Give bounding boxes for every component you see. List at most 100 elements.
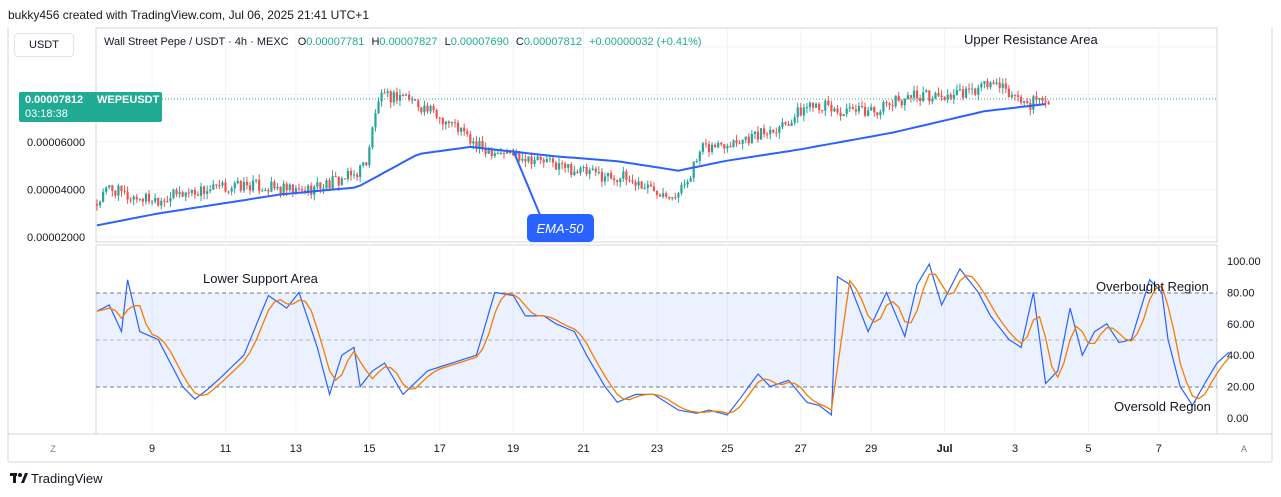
candle-body	[570, 164, 573, 175]
candle-body	[300, 189, 304, 191]
candle-body	[251, 180, 255, 191]
candle-body	[349, 170, 353, 176]
candle-body	[270, 181, 273, 192]
open-value: 0.00007781	[306, 36, 365, 48]
candle-body	[328, 180, 331, 189]
candle-body	[707, 144, 711, 153]
candle-body	[203, 186, 206, 194]
candle-body	[154, 198, 157, 202]
candle-body	[964, 88, 968, 98]
time-tick-label: 17	[434, 443, 446, 455]
candle-body	[138, 198, 141, 200]
last-price-symbol: WEPEUSDT	[97, 94, 160, 106]
candle-body	[839, 112, 842, 117]
candle-body	[714, 144, 717, 148]
osc-tick-label: 0.00	[1227, 413, 1248, 425]
candle-body	[738, 143, 741, 145]
overbought-label: Overbought Region	[1096, 279, 1209, 294]
candle-body	[242, 181, 245, 191]
candle-body	[946, 94, 949, 100]
open-label: O	[297, 36, 307, 48]
candle-body	[212, 184, 215, 190]
candle-body	[337, 176, 340, 186]
candle-body	[371, 127, 374, 148]
candle-body	[897, 95, 900, 101]
candle-body	[750, 133, 753, 144]
candle-body	[493, 153, 496, 157]
time-axis[interactable]: 9 11 13 15 17 19 21 23 25 27 29 Jul 3 5 7	[149, 443, 1162, 455]
candle-body	[735, 140, 738, 144]
candle-body	[971, 88, 974, 90]
oversold-label: Oversold Region	[1114, 399, 1211, 414]
candle-body	[986, 81, 989, 88]
candle-body	[882, 102, 885, 112]
last-price-value: 0.00007812	[25, 94, 84, 106]
candle-body	[334, 176, 337, 178]
candle-body	[977, 87, 980, 95]
candle-body	[968, 88, 971, 90]
currency-button[interactable]: USDT	[14, 33, 74, 57]
candle-body	[790, 122, 793, 126]
auto-scale-a-button[interactable]: A	[1240, 444, 1247, 454]
candle-body	[215, 184, 218, 186]
low-value: 0.00007690	[450, 36, 509, 48]
candle-body	[557, 163, 561, 170]
price-pane[interactable]: EMA-50 Upper Resistance Area	[95, 32, 1217, 242]
candle-body	[291, 184, 294, 193]
candle-body	[704, 143, 708, 145]
candle-body	[958, 89, 962, 91]
candle-body	[698, 151, 701, 161]
candle-body	[606, 172, 610, 177]
timezone-z-button[interactable]: Z	[50, 444, 56, 454]
candle-body	[955, 89, 958, 95]
candle-body	[1047, 102, 1050, 105]
candle-body	[821, 110, 824, 112]
candle-body	[386, 91, 389, 94]
osc-tick-label: 40.00	[1227, 350, 1255, 362]
candle-body	[297, 188, 301, 190]
candle-body	[894, 95, 897, 107]
candle-body	[848, 107, 851, 109]
candle-body	[206, 191, 209, 194]
high-label: H	[371, 36, 380, 48]
candle-body	[692, 161, 695, 179]
candle-body	[551, 158, 555, 163]
candle-body	[294, 188, 297, 193]
candle-body	[346, 170, 350, 180]
candle-body	[111, 185, 114, 191]
candle-body	[264, 190, 267, 192]
candle-body	[255, 179, 258, 181]
candle-body	[683, 184, 686, 186]
candle-body	[502, 152, 506, 154]
candle-body	[769, 129, 772, 135]
candle-body	[166, 201, 169, 203]
candle-body	[998, 82, 1001, 88]
candle-body	[1038, 97, 1041, 100]
stochastic-pane[interactable]: Lower Support Area Overbought Region Ove…	[96, 262, 1230, 417]
candle-body	[646, 184, 649, 188]
candle-body	[236, 180, 239, 184]
time-tick-label: 11	[220, 443, 231, 455]
candle-body	[867, 110, 870, 116]
candle-body	[322, 188, 325, 190]
candle-body	[631, 180, 634, 182]
stochastic-d-line	[96, 273, 1230, 414]
candle-body	[518, 152, 521, 161]
candle-body	[1035, 96, 1038, 100]
candle-body	[870, 107, 873, 111]
candle-body	[949, 94, 952, 99]
candle-body	[453, 122, 457, 124]
candle-body	[591, 168, 594, 170]
candle-body	[766, 134, 769, 136]
candle-body	[824, 100, 827, 111]
candle-body	[340, 178, 343, 186]
candle-body	[1023, 101, 1026, 103]
candle-body	[1016, 95, 1020, 97]
candle-body	[95, 203, 99, 206]
candle-body	[811, 102, 815, 108]
candle-body	[163, 200, 166, 202]
candle-body	[741, 139, 744, 144]
candle-body	[622, 171, 625, 179]
candle-body	[190, 190, 193, 193]
